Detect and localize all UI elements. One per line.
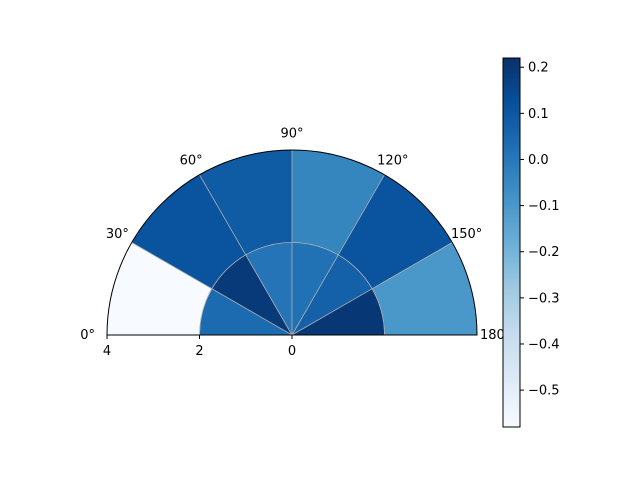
radial-tick-labels: 4 2 0 xyxy=(103,335,296,359)
colorbar-tick-label: 0.2 xyxy=(528,61,549,76)
angle-tick-label: 120° xyxy=(377,153,408,168)
angle-tick-label: 150° xyxy=(451,227,482,242)
colorbar-tick-label: −0.3 xyxy=(528,291,560,306)
colorbar-tick-label: −0.4 xyxy=(528,337,560,352)
angle-tick-label: 0° xyxy=(80,328,95,343)
colorbar-tick-label: −0.1 xyxy=(528,199,560,214)
colorbar: 0.2 0.1 0.0 −0.1 −0.2 −0.3 −0.4 −0.5 xyxy=(502,57,560,428)
angle-tick-label: 60° xyxy=(180,153,203,168)
radial-gridline xyxy=(199,242,385,336)
angle-tick-label: 90° xyxy=(280,126,303,141)
radial-tick-label: 2 xyxy=(195,344,203,359)
polar-frame xyxy=(106,149,478,336)
colorbar-tick-label: −0.2 xyxy=(528,245,560,260)
colorbar-tick-label: −0.5 xyxy=(528,384,560,399)
colorbar-gradient xyxy=(502,57,521,428)
radial-tick-label: 4 xyxy=(103,344,111,359)
colorbar-tick-label: 0.1 xyxy=(528,107,549,122)
angle-tick-label: 30° xyxy=(106,227,129,242)
colorbar-ticks: 0.2 0.1 0.0 −0.1 −0.2 −0.3 −0.4 −0.5 xyxy=(520,61,560,399)
colorbar-tick-label: 0.0 xyxy=(528,153,549,168)
radial-tick-label: 0 xyxy=(288,344,296,359)
